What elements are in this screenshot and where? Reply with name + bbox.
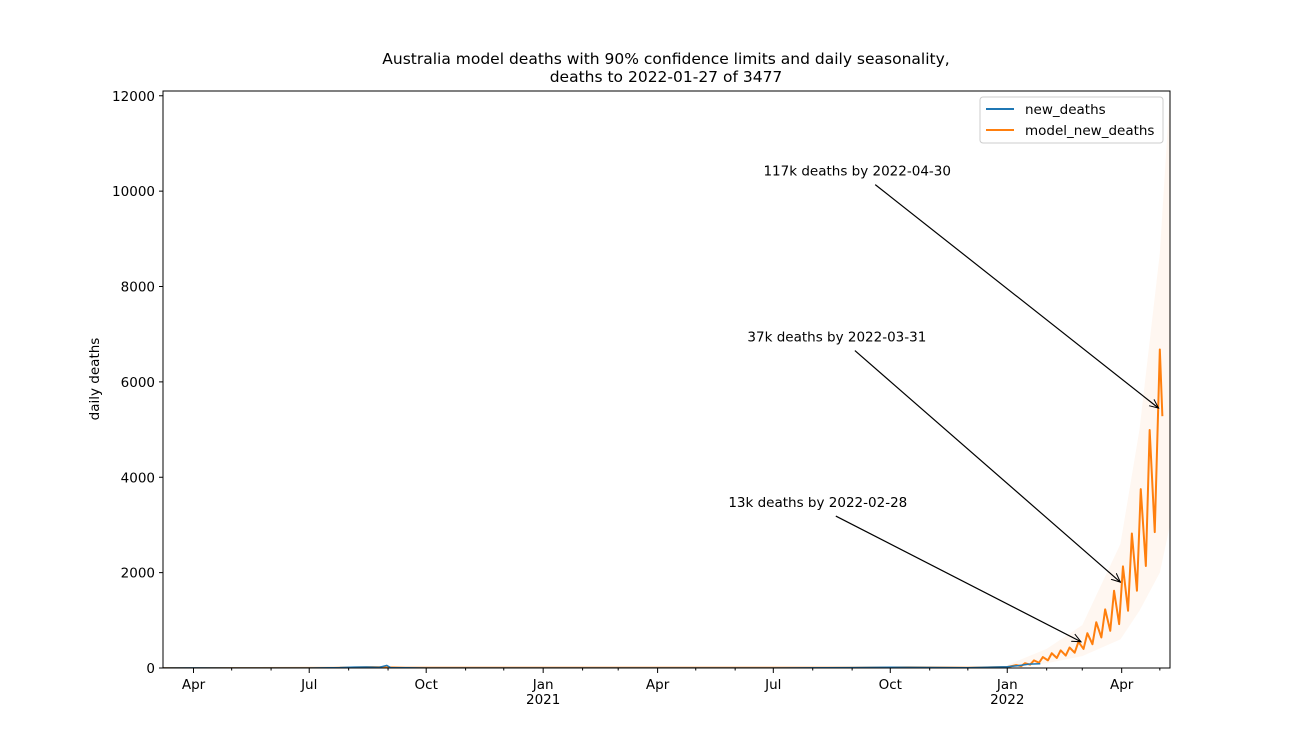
x-tick-label: Jul xyxy=(300,677,317,693)
legend-label-model-new-deaths: model_new_deaths xyxy=(1025,123,1154,139)
legend-box xyxy=(979,96,1164,144)
x-tick-label: Jan xyxy=(532,677,554,693)
chart-title: Australia model deaths with 90% confiden… xyxy=(382,50,949,68)
annotation-label: 37k deaths by 2022-03-31 xyxy=(747,330,926,346)
annotation-layer: 13k deaths by 2022-02-28 37k deaths by 20… xyxy=(728,164,1158,642)
annotation-label: 13k deaths by 2022-02-28 xyxy=(728,495,907,511)
x-tick-label: Oct xyxy=(879,677,902,693)
confidence-band-layer xyxy=(1007,91,1170,668)
y-tick-label: 0 xyxy=(146,661,155,677)
y-tick-label: 4000 xyxy=(121,470,155,486)
series-line-layer xyxy=(163,348,1164,668)
x-tick-label: Oct xyxy=(415,677,438,693)
annotation-arrow xyxy=(835,515,1081,642)
annotation-label: 117k deaths by 2022-04-30 xyxy=(763,164,951,180)
x-tick-year-label: 2022 xyxy=(990,692,1024,708)
x-tick-label: Apr xyxy=(646,677,670,693)
series-line-new-deaths xyxy=(163,662,1041,668)
chart-subtitle: deaths to 2022-01-27 of 3477 xyxy=(550,68,783,86)
y-tick-label: 10000 xyxy=(112,184,155,200)
x-tick-label: Apr xyxy=(1110,677,1134,693)
x-tick-label: Jan xyxy=(996,677,1018,693)
legend-label-new-deaths: new_deaths xyxy=(1025,102,1106,118)
y-tick-label: 12000 xyxy=(112,89,155,105)
series-line-model-new-deaths xyxy=(163,348,1164,668)
annotation-arrow xyxy=(854,350,1121,583)
annotation-arrow xyxy=(874,184,1158,408)
plot-frame xyxy=(162,90,1171,669)
y-axis-label: daily deaths xyxy=(87,338,103,421)
legend: new_deaths model_new_deaths xyxy=(979,96,1164,144)
y-tick-label: 6000 xyxy=(121,375,155,391)
x-tick-label: Apr xyxy=(182,677,206,693)
x-tick-label: Jul xyxy=(764,677,781,693)
y-axis: 0 2000 4000 6000 8000 10000 12000 xyxy=(112,89,163,677)
y-tick-label: 8000 xyxy=(121,280,155,296)
y-tick-label: 2000 xyxy=(121,566,155,582)
x-tick-year-label: 2021 xyxy=(526,692,560,708)
confidence-band xyxy=(1007,91,1170,668)
